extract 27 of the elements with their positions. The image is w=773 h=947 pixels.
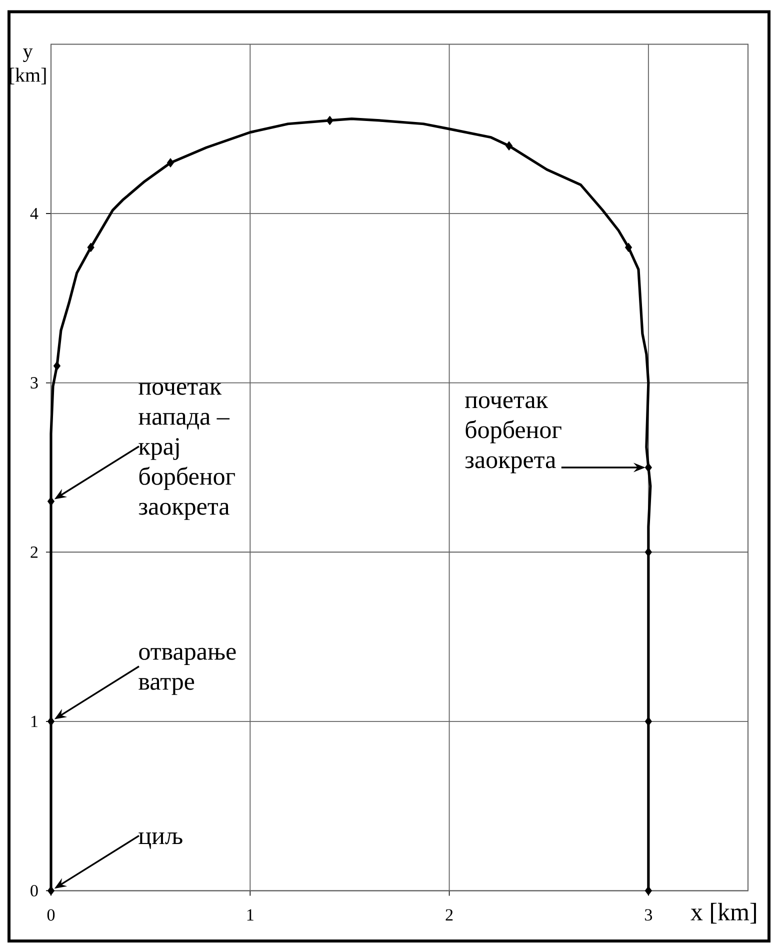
x-tick-label: 2 <box>446 909 453 920</box>
x-axis-title: x [km] <box>690 902 756 924</box>
point <box>505 141 513 151</box>
x-tick-label: 0 <box>47 909 55 921</box>
point <box>53 361 61 371</box>
point <box>644 547 652 557</box>
annotation: почетак борбеног заокрета <box>465 396 562 474</box>
y-tick-label: 3 <box>30 377 38 389</box>
y-tick-label: 4 <box>30 208 38 220</box>
annotation: почетак напада – крај борбеног заокрета <box>138 382 235 520</box>
x-tick-label: 3 <box>644 909 652 921</box>
point <box>644 716 652 726</box>
point <box>644 886 652 896</box>
y-tick-label: 2 <box>30 546 38 558</box>
y-tick-label: 1 <box>31 716 38 728</box>
point <box>47 496 55 506</box>
point <box>624 242 632 252</box>
point <box>47 886 55 896</box>
point <box>87 242 94 252</box>
annotation: отварање ватре <box>138 648 236 695</box>
point <box>47 716 55 726</box>
x-tick-label: 1 <box>247 909 254 920</box>
y-tick-label: 0 <box>30 884 38 896</box>
point <box>326 116 334 126</box>
point <box>644 462 652 472</box>
point <box>166 158 174 168</box>
annotation: циљ <box>138 832 182 849</box>
